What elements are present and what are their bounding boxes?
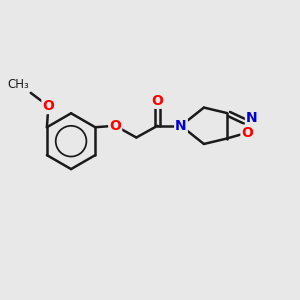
Text: CH₃: CH₃ (8, 78, 29, 92)
Text: O: O (152, 94, 164, 108)
Text: O: O (242, 126, 253, 140)
Text: O: O (42, 99, 54, 113)
Text: N: N (175, 119, 187, 133)
Text: N: N (246, 111, 258, 125)
Text: O: O (109, 119, 121, 133)
